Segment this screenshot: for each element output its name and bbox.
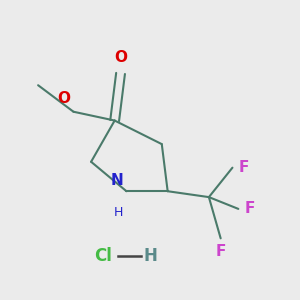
Text: O: O (114, 50, 127, 64)
Text: H: H (114, 206, 124, 219)
Text: N: N (111, 173, 124, 188)
Text: F: F (238, 160, 249, 175)
Text: H: H (143, 247, 157, 265)
Text: Cl: Cl (94, 247, 112, 265)
Text: F: F (215, 244, 226, 259)
Text: O: O (58, 91, 70, 106)
Text: F: F (244, 201, 255, 216)
